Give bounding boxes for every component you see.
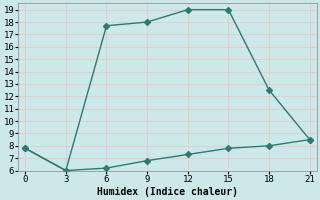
X-axis label: Humidex (Indice chaleur): Humidex (Indice chaleur) [97,186,238,197]
